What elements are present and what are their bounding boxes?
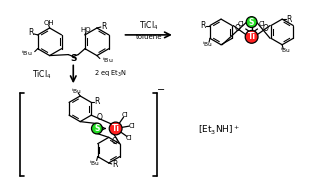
Text: $^{t}$Bu: $^{t}$Bu xyxy=(102,56,113,65)
Circle shape xyxy=(109,122,122,135)
Text: S: S xyxy=(70,54,76,63)
Text: Ti: Ti xyxy=(112,124,120,133)
Text: Cl: Cl xyxy=(129,123,135,129)
Text: toluene: toluene xyxy=(136,34,162,40)
Text: HO: HO xyxy=(81,27,91,33)
Text: Cl: Cl xyxy=(122,112,129,118)
Text: Cl: Cl xyxy=(259,21,266,27)
Text: R: R xyxy=(112,160,117,170)
Text: TiCl$_4$: TiCl$_4$ xyxy=(32,68,52,81)
Text: S: S xyxy=(94,124,100,133)
Circle shape xyxy=(92,123,102,134)
Text: $^{t}$Bu: $^{t}$Bu xyxy=(71,87,82,95)
Text: OH: OH xyxy=(43,20,54,26)
Text: S: S xyxy=(249,18,254,27)
Text: TiCl$_4$: TiCl$_4$ xyxy=(139,20,159,32)
Text: R: R xyxy=(200,21,206,30)
Text: $^{t}$Bu: $^{t}$Bu xyxy=(280,46,291,55)
Text: R: R xyxy=(286,15,292,24)
Text: R: R xyxy=(28,28,34,37)
Circle shape xyxy=(246,17,257,27)
Text: $^{t}$Bu: $^{t}$Bu xyxy=(202,40,212,49)
Text: [Et$_3$NH]$^+$: [Et$_3$NH]$^+$ xyxy=(198,124,240,137)
Text: Cl: Cl xyxy=(126,135,133,141)
Text: O: O xyxy=(263,24,269,33)
Text: $^{t}$Bu: $^{t}$Bu xyxy=(89,159,100,168)
Text: R: R xyxy=(94,97,100,106)
Text: O: O xyxy=(111,137,117,146)
Text: Cl: Cl xyxy=(237,21,244,27)
Text: 2 eq Et$_3$N: 2 eq Et$_3$N xyxy=(94,69,127,79)
Text: Ti: Ti xyxy=(248,32,256,41)
Circle shape xyxy=(245,30,258,43)
Text: O: O xyxy=(235,24,240,33)
Text: −: − xyxy=(157,85,165,95)
Text: $^{t}$Bu: $^{t}$Bu xyxy=(21,49,33,58)
Text: O: O xyxy=(97,113,103,122)
Text: R: R xyxy=(101,22,107,30)
